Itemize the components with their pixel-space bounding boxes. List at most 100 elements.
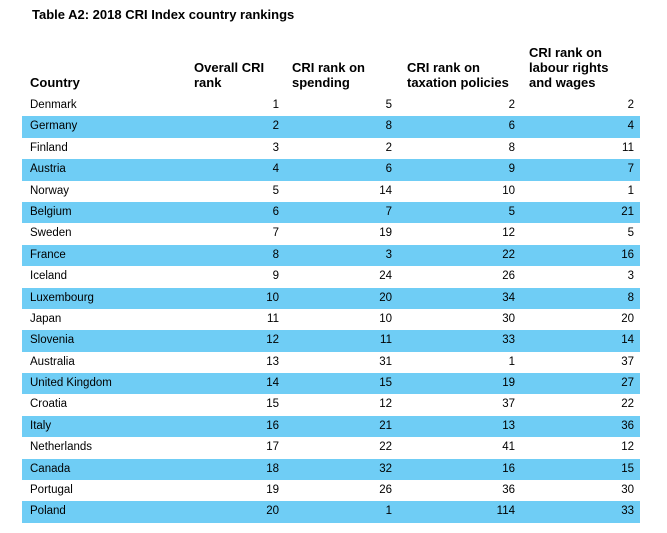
cell-overall-rank: 4 (273, 159, 279, 180)
cell-country: Denmark (30, 95, 77, 116)
table-row: Belgium 6 7 5 21 (22, 202, 640, 223)
cell-spending-rank: 2 (386, 138, 392, 159)
cell-overall-rank: 5 (273, 181, 279, 202)
table-body: Denmark 1 5 2 2 Germany 2 8 6 4 Finland 3 2 8 11 Austri… (22, 95, 640, 523)
cell-taxation-rank: 37 (502, 394, 515, 415)
cell-country: Luxembourg (30, 288, 94, 309)
table-title: Table A2: 2018 CRI Index country ranking… (32, 7, 294, 22)
header-overall-line-1: Overall CRI (194, 60, 264, 75)
cell-labour-rank: 15 (621, 459, 634, 480)
cell-overall-rank: 9 (273, 266, 279, 287)
header-overall-rank: Overall CRI rank (194, 60, 264, 90)
cell-taxation-rank: 13 (502, 416, 515, 437)
cell-labour-rank: 11 (622, 138, 634, 159)
cell-labour-rank: 2 (628, 95, 634, 116)
cell-overall-rank: 1 (273, 95, 279, 116)
cell-spending-rank: 22 (379, 437, 392, 458)
cell-taxation-rank: 9 (509, 159, 515, 180)
cell-overall-rank: 19 (266, 480, 279, 501)
cell-labour-rank: 22 (621, 394, 634, 415)
table-row: Croatia 15 12 37 22 (22, 394, 640, 415)
cell-taxation-rank: 2 (509, 95, 515, 116)
cell-taxation-rank: 34 (502, 288, 515, 309)
cell-labour-rank: 5 (628, 223, 634, 244)
header-spending-rank: CRI rank on spending (292, 60, 365, 90)
cell-taxation-rank: 16 (502, 459, 515, 480)
cell-country: United Kingdom (30, 373, 112, 394)
cell-overall-rank: 10 (266, 288, 279, 309)
cell-labour-rank: 8 (628, 288, 634, 309)
cell-taxation-rank: 114 (497, 501, 515, 522)
cell-spending-rank: 8 (386, 116, 392, 137)
cell-spending-rank: 19 (379, 223, 392, 244)
cell-country: Italy (30, 416, 51, 437)
cell-taxation-rank: 33 (502, 330, 515, 351)
table-row: Luxembourg 10 20 34 8 (22, 288, 640, 309)
cell-labour-rank: 33 (621, 501, 634, 522)
cell-overall-rank: 8 (273, 245, 279, 266)
cell-spending-rank: 26 (379, 480, 392, 501)
header-labour-rank: CRI rank on labour rights and wages (529, 45, 608, 90)
cell-overall-rank: 11 (267, 309, 279, 330)
cell-spending-rank: 3 (386, 245, 392, 266)
header-labour-line-2: labour rights (529, 60, 608, 75)
cell-country: Belgium (30, 202, 72, 223)
cell-spending-rank: 6 (386, 159, 392, 180)
cell-spending-rank: 11 (380, 330, 392, 351)
cell-spending-rank: 15 (379, 373, 392, 394)
cell-spending-rank: 10 (379, 309, 392, 330)
table-row: Netherlands 17 22 41 12 (22, 437, 640, 458)
cell-overall-rank: 2 (273, 116, 279, 137)
cell-spending-rank: 12 (379, 394, 392, 415)
header-spending-line-2: spending (292, 75, 365, 90)
table-row: Slovenia 12 11 33 14 (22, 330, 640, 351)
table-row: Austria 4 6 9 7 (22, 159, 640, 180)
table-row: Poland 20 1 114 33 (22, 501, 640, 522)
cell-labour-rank: 7 (628, 159, 634, 180)
cell-country: Norway (30, 181, 69, 202)
cell-spending-rank: 31 (379, 352, 392, 373)
cell-taxation-rank: 10 (502, 181, 515, 202)
cell-country: Netherlands (30, 437, 92, 458)
cell-labour-rank: 20 (621, 309, 634, 330)
cell-overall-rank: 20 (266, 501, 279, 522)
cell-overall-rank: 7 (273, 223, 279, 244)
header-labour-line-1: CRI rank on (529, 45, 608, 60)
table-row: Italy 16 21 13 36 (22, 416, 640, 437)
cell-country: Portugal (30, 480, 73, 501)
cell-country: Iceland (30, 266, 67, 287)
cell-taxation-rank: 19 (502, 373, 515, 394)
cell-overall-rank: 6 (273, 202, 279, 223)
cell-country: Canada (30, 459, 70, 480)
cell-labour-rank: 4 (628, 116, 634, 137)
cell-country: Germany (30, 116, 77, 137)
cell-spending-rank: 32 (379, 459, 392, 480)
cell-overall-rank: 12 (266, 330, 279, 351)
cell-overall-rank: 3 (273, 138, 279, 159)
cell-taxation-rank: 6 (509, 116, 515, 137)
cell-labour-rank: 36 (621, 416, 634, 437)
cell-overall-rank: 18 (266, 459, 279, 480)
table-row: Sweden 7 19 12 5 (22, 223, 640, 244)
cell-taxation-rank: 30 (502, 309, 515, 330)
cell-taxation-rank: 41 (502, 437, 515, 458)
cell-country: Finland (30, 138, 68, 159)
cell-labour-rank: 16 (621, 245, 634, 266)
cell-overall-rank: 16 (266, 416, 279, 437)
cell-labour-rank: 30 (621, 480, 634, 501)
cell-country: Austria (30, 159, 66, 180)
cell-labour-rank: 3 (628, 266, 634, 287)
cell-labour-rank: 21 (621, 202, 634, 223)
cell-spending-rank: 20 (379, 288, 392, 309)
cell-labour-rank: 12 (621, 437, 634, 458)
table-row: Norway 5 14 10 1 (22, 181, 640, 202)
cell-country: Australia (30, 352, 75, 373)
cell-spending-rank: 5 (386, 95, 392, 116)
cell-spending-rank: 14 (379, 181, 392, 202)
cell-taxation-rank: 5 (509, 202, 515, 223)
table-row: Canada 18 32 16 15 (22, 459, 640, 480)
cell-country: Slovenia (30, 330, 74, 351)
cell-overall-rank: 13 (266, 352, 279, 373)
cell-country: Croatia (30, 394, 67, 415)
cell-country: Japan (30, 309, 61, 330)
